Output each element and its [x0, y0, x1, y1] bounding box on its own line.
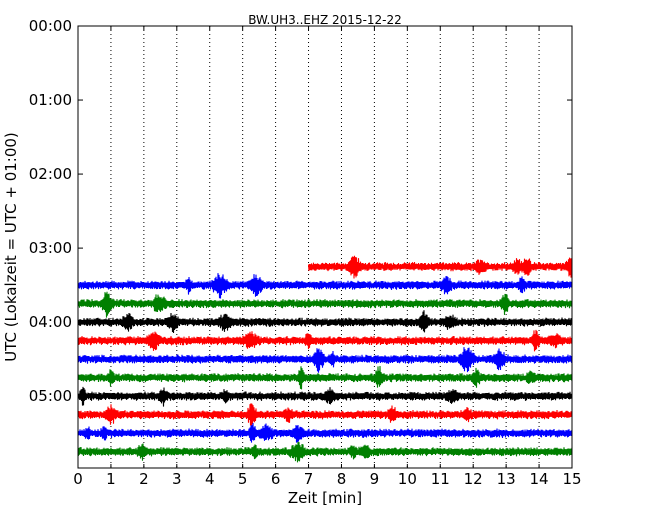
x-tick-label-7: 7 — [304, 470, 314, 488]
y-axis: 00:00 01:00 02:00 03:00 04:00 05:00 — [29, 17, 572, 405]
x-tick-label-11: 11 — [431, 470, 450, 488]
x-tick-label-8: 8 — [337, 470, 347, 488]
y-tick-label-01:00: 01:00 — [29, 91, 72, 109]
x-tick-label-4: 4 — [205, 470, 215, 488]
x-axis-label: Zeit [min] — [288, 489, 362, 507]
trace-03:45 — [77, 291, 573, 318]
x-tick-label-6: 6 — [271, 470, 281, 488]
chart-title: BW.UH3..EHZ 2015-12-22 — [248, 13, 402, 27]
x-tick-label-10: 10 — [398, 470, 417, 488]
plot-frame — [77, 25, 573, 469]
y-tick-label-03:00: 03:00 — [29, 239, 72, 257]
trace-05:30 — [77, 422, 573, 443]
y-tick-label-00:00: 00:00 — [29, 17, 72, 35]
x-tick-label-3: 3 — [172, 470, 182, 488]
x-axis: 0 1 2 3 4 5 6 7 8 9 10 11 12 13 14 15 — [73, 26, 582, 488]
trace-04:45 — [77, 365, 573, 390]
x-tick-label-12: 12 — [464, 470, 483, 488]
trace-04:30 — [77, 347, 573, 373]
trace-05:45 — [77, 441, 573, 463]
x-tick-label-2: 2 — [139, 470, 149, 488]
seismic-traces — [77, 255, 573, 463]
trace-03:15 — [307, 255, 573, 279]
trace-03:30 — [77, 273, 573, 299]
x-tick-label-15: 15 — [562, 470, 581, 488]
trace-05:00 — [77, 386, 573, 407]
x-tick-label-0: 0 — [73, 470, 83, 488]
trace-04:15 — [77, 329, 573, 352]
x-tick-label-9: 9 — [370, 470, 380, 488]
x-tick-label-5: 5 — [238, 470, 248, 488]
x-tick-label-13: 13 — [497, 470, 516, 488]
x-tick-label-14: 14 — [530, 470, 549, 488]
trace-04:00 — [77, 310, 573, 334]
vertical-grid — [110, 26, 540, 468]
y-tick-label-04:00: 04:00 — [29, 313, 72, 331]
trace-05:15 — [77, 403, 573, 429]
y-tick-label-05:00: 05:00 — [29, 387, 72, 405]
y-axis-label: UTC (Lokalzeit = UTC + 01:00) — [2, 132, 20, 362]
x-tick-label-1: 1 — [106, 470, 116, 488]
y-tick-label-02:00: 02:00 — [29, 165, 72, 183]
